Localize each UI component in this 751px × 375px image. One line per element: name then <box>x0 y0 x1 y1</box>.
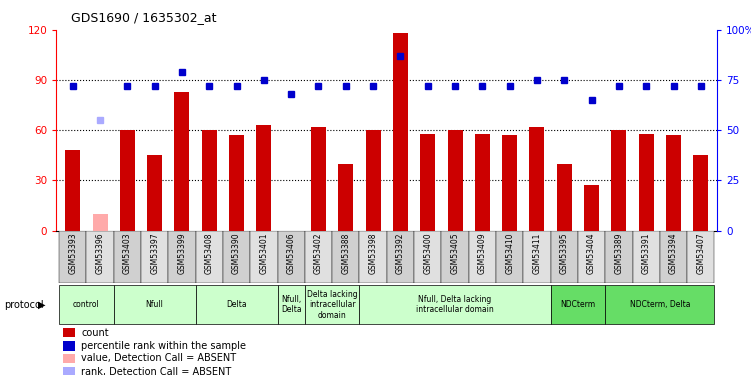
Bar <box>92 214 107 231</box>
Text: Nfull: Nfull <box>146 300 164 309</box>
Bar <box>311 127 326 231</box>
Bar <box>195 231 223 283</box>
Text: NDCterm, Delta: NDCterm, Delta <box>629 300 690 309</box>
Bar <box>86 231 113 283</box>
Bar <box>305 285 360 324</box>
Bar <box>168 231 195 283</box>
Bar <box>693 155 708 231</box>
Bar <box>387 231 414 283</box>
Bar <box>687 231 714 283</box>
Bar <box>59 285 113 324</box>
Bar <box>605 285 714 324</box>
Bar <box>63 367 75 375</box>
Bar <box>338 164 353 231</box>
Bar <box>147 155 162 231</box>
Bar <box>523 231 550 283</box>
Bar <box>63 328 75 338</box>
Text: GSM53393: GSM53393 <box>68 232 77 274</box>
Text: Delta lacking
intracellular
domain: Delta lacking intracellular domain <box>307 290 357 320</box>
Text: GSM53404: GSM53404 <box>587 232 596 274</box>
Text: GSM53411: GSM53411 <box>532 232 541 274</box>
Text: GSM53397: GSM53397 <box>150 232 159 274</box>
Bar <box>174 92 189 231</box>
Text: GSM53390: GSM53390 <box>232 232 241 274</box>
Bar <box>256 125 271 231</box>
Bar <box>529 127 544 231</box>
Text: Nfull, Delta lacking
intracellular domain: Nfull, Delta lacking intracellular domai… <box>416 295 494 314</box>
Bar <box>65 150 80 231</box>
Bar <box>605 231 632 283</box>
Bar <box>448 130 463 231</box>
Bar <box>584 186 599 231</box>
Bar <box>195 285 278 324</box>
Bar <box>113 231 141 283</box>
Text: GSM53405: GSM53405 <box>451 232 460 274</box>
Text: Nfull,
Delta: Nfull, Delta <box>281 295 301 314</box>
Text: protocol: protocol <box>4 300 44 310</box>
Bar <box>366 130 381 231</box>
Text: GSM53402: GSM53402 <box>314 232 323 274</box>
Bar <box>469 231 496 283</box>
Text: GSM53400: GSM53400 <box>424 232 433 274</box>
Bar <box>578 231 605 283</box>
Text: GSM53395: GSM53395 <box>559 232 569 274</box>
Text: GSM53388: GSM53388 <box>341 232 350 274</box>
Bar <box>202 130 217 231</box>
Bar <box>63 341 75 351</box>
Bar <box>442 231 469 283</box>
Bar <box>421 134 436 231</box>
Text: GSM53391: GSM53391 <box>641 232 650 274</box>
Text: GSM53392: GSM53392 <box>396 232 405 274</box>
Text: GSM53401: GSM53401 <box>259 232 268 274</box>
Text: GSM53406: GSM53406 <box>287 232 296 274</box>
Text: GDS1690 / 1635302_at: GDS1690 / 1635302_at <box>71 11 217 24</box>
Bar <box>666 135 681 231</box>
Bar <box>278 231 305 283</box>
Text: rank, Detection Call = ABSENT: rank, Detection Call = ABSENT <box>81 367 232 375</box>
Text: ▶: ▶ <box>38 300 45 310</box>
Text: GSM53396: GSM53396 <box>95 232 104 274</box>
Bar <box>638 134 653 231</box>
Bar <box>414 231 442 283</box>
Bar <box>660 231 687 283</box>
Bar <box>113 285 195 324</box>
Bar <box>141 231 168 283</box>
Text: GSM53403: GSM53403 <box>123 232 132 274</box>
Bar <box>63 354 75 363</box>
Bar <box>393 33 408 231</box>
Bar <box>250 231 278 283</box>
Bar <box>278 285 305 324</box>
Bar <box>550 231 578 283</box>
Text: GSM53409: GSM53409 <box>478 232 487 274</box>
Bar <box>223 231 250 283</box>
Bar <box>305 231 332 283</box>
Bar <box>475 134 490 231</box>
Bar <box>59 231 86 283</box>
Text: GSM53408: GSM53408 <box>205 232 214 274</box>
Bar <box>332 231 360 283</box>
Text: GSM53394: GSM53394 <box>669 232 678 274</box>
Text: control: control <box>73 300 100 309</box>
Bar <box>556 164 572 231</box>
Bar <box>550 285 605 324</box>
Text: Delta: Delta <box>226 300 247 309</box>
Bar <box>632 231 660 283</box>
Text: GSM53389: GSM53389 <box>614 232 623 274</box>
Text: GSM53407: GSM53407 <box>696 232 705 274</box>
Text: count: count <box>81 328 109 338</box>
Bar <box>502 135 517 231</box>
Bar <box>360 285 550 324</box>
Text: value, Detection Call = ABSENT: value, Detection Call = ABSENT <box>81 353 237 363</box>
Bar <box>229 135 244 231</box>
Text: percentile rank within the sample: percentile rank within the sample <box>81 341 246 351</box>
Text: GSM53398: GSM53398 <box>369 232 378 274</box>
Bar <box>120 130 135 231</box>
Text: GSM53399: GSM53399 <box>177 232 186 274</box>
Bar <box>496 231 523 283</box>
Bar <box>360 231 387 283</box>
Bar <box>611 130 626 231</box>
Text: GSM53410: GSM53410 <box>505 232 514 274</box>
Text: NDCterm: NDCterm <box>560 300 596 309</box>
